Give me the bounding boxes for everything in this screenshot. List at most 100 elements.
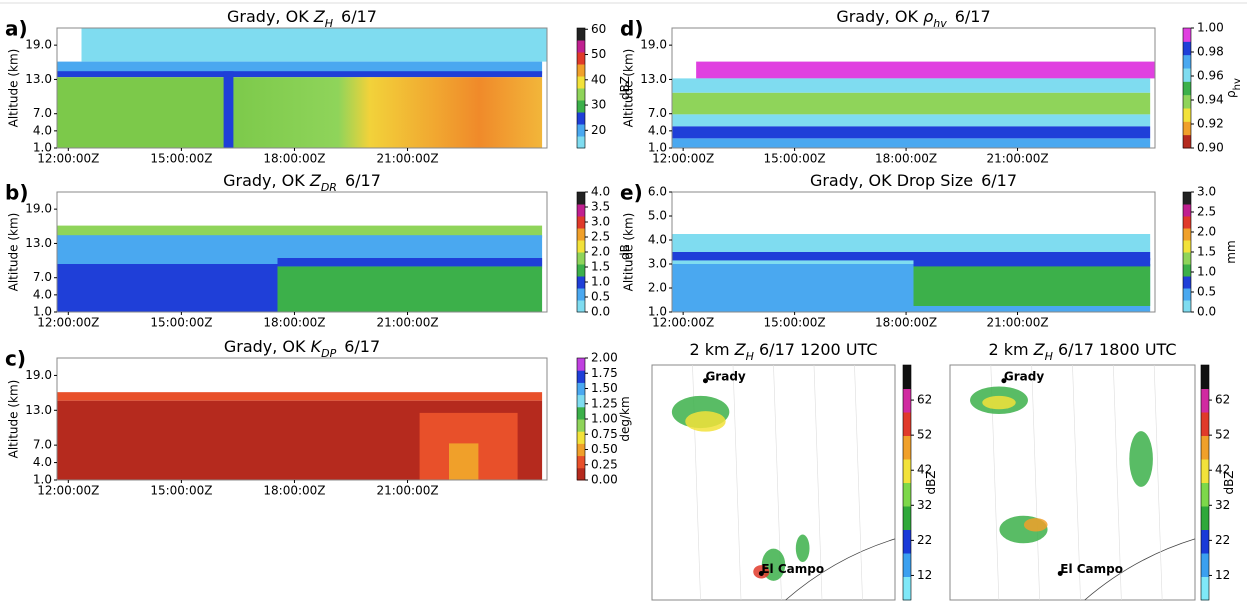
panel-letter: d)	[620, 17, 643, 41]
y-tick-label: 19.0	[25, 368, 52, 382]
x-tick-label: 15:00:00Z	[150, 152, 212, 166]
panel-title: Grady, OK ZDR 6/17	[223, 171, 381, 194]
colorbar-label-text: deg/km	[618, 396, 632, 441]
colorbar-segment	[1183, 240, 1191, 253]
radar-field	[57, 264, 278, 312]
colorbar-segment	[577, 192, 585, 205]
colorbar-label-text: mm	[1224, 240, 1238, 263]
gulf-coast	[1084, 538, 1196, 601]
colorbar-segment	[1183, 192, 1191, 205]
title-text: Grady, OK	[227, 7, 309, 26]
title-subscript: DP	[321, 347, 336, 360]
radar-field	[57, 392, 543, 401]
y-tick-label: 7.0	[33, 106, 52, 120]
y-tick-label: 4.0	[33, 287, 52, 301]
colorbar-segment	[577, 419, 585, 432]
city-marker	[1057, 570, 1063, 576]
colorbar-tick-label: 4.0	[591, 185, 610, 199]
title-date: 6/17	[344, 337, 380, 356]
colorbar-tick-label: 1.75	[591, 366, 618, 380]
radar-field	[57, 61, 543, 74]
city-marker	[758, 570, 764, 576]
colorbar-segment	[1183, 54, 1191, 69]
title-prefix: 2 km	[988, 340, 1028, 359]
y-tick-label: 4.0	[648, 123, 667, 137]
colorbar-segment	[1183, 81, 1191, 96]
title-subscript: H	[1045, 350, 1053, 363]
x-tick-label: 15:00:00Z	[150, 484, 212, 498]
radar-field	[672, 78, 1151, 93]
gulf-coast	[785, 538, 896, 601]
y-axis-label: Altitude (km)	[622, 213, 636, 292]
colorbar-segment	[1183, 121, 1191, 136]
colorbar-segment	[1183, 252, 1191, 265]
radar-field	[672, 126, 1151, 139]
colorbar-segment	[1183, 300, 1191, 313]
colorbar-tick-label: 1.25	[591, 396, 618, 410]
county-line	[854, 364, 863, 601]
colorbar-segment	[577, 358, 585, 371]
x-tick-label: 12:00:00Z	[37, 152, 99, 166]
y-tick-label: 6.0	[648, 185, 667, 199]
colorbar-tick-label: 3.0	[1197, 185, 1216, 199]
colorbar-segment	[577, 264, 585, 277]
colorbar-tick-label: 52	[1215, 428, 1230, 442]
colorbar-tick-label: 62	[917, 393, 932, 407]
colorbar-segment	[577, 406, 585, 420]
y-tick-label: 19.0	[640, 38, 667, 52]
y-axis-label: Altitude (km)	[7, 380, 21, 459]
title-variable: Z	[313, 7, 326, 26]
colorbar-segment	[903, 529, 911, 554]
y-tick-label: 13.0	[25, 72, 52, 86]
colorbar-tick-label: 1.5	[1197, 245, 1216, 259]
colorbar-segment	[577, 252, 585, 265]
title-suffix: 6/17 1800 UTC	[1058, 340, 1177, 359]
colorbar-segment	[1183, 28, 1191, 42]
title-variable: ρ	[923, 7, 933, 26]
x-tick-label: 15:00:00Z	[764, 152, 826, 166]
colorbar-tick-label: 2.00	[591, 351, 618, 365]
county-line	[732, 364, 742, 601]
colorbar-segment	[577, 240, 585, 253]
colorbar-segment	[903, 576, 911, 601]
colorbar-segment	[577, 467, 585, 481]
title-date: 6/17	[981, 171, 1017, 190]
colorbar-tick-label: 50	[591, 47, 606, 61]
colorbar-segment	[577, 28, 585, 41]
colorbar-tick-label: 40	[591, 72, 606, 86]
colorbar-tick-label: 0.5	[1197, 285, 1216, 299]
colorbar-segment	[577, 136, 585, 149]
y-tick-label: 13.0	[640, 72, 667, 86]
colorbar-tick-label: 1.00	[591, 412, 618, 426]
radar-field	[228, 77, 543, 148]
map-title: 2 km ZH 6/17 1200 UTC	[689, 340, 877, 363]
colorbar-tick-label: 32	[1215, 498, 1230, 512]
y-axis-label: Altitude (km)	[7, 213, 21, 292]
radar-field	[672, 114, 1151, 127]
colorbar-segment	[577, 52, 585, 65]
city-label: El Campo	[761, 562, 824, 576]
colorbar-tick-label: 0.0	[591, 305, 610, 319]
y-tick-label: 7.0	[33, 438, 52, 452]
colorbar-segment	[577, 382, 585, 396]
y-tick-label: 1.0	[648, 305, 667, 319]
colorbar-tick-label: 0.96	[1197, 69, 1224, 83]
colorbar-tick-label: 1.50	[591, 381, 618, 395]
colorbar-label: dBZ	[1222, 470, 1236, 494]
colorbar-segment	[577, 300, 585, 313]
colorbar-segment	[1201, 435, 1209, 460]
colorbar-segment	[903, 435, 911, 460]
colorbar-label-text: dB	[618, 244, 632, 260]
colorbar-segment	[577, 455, 585, 469]
colorbar-tick-label: 12	[1215, 568, 1230, 582]
colorbar-tick-label: 0.50	[591, 442, 618, 456]
x-tick-label: 12:00:00Z	[37, 484, 99, 498]
colorbar-segment	[1201, 412, 1209, 436]
y-tick-label: 1.0	[33, 305, 52, 319]
colorbar-segment	[577, 100, 585, 113]
colorbar-label-text: ρ	[1224, 90, 1238, 98]
colorbar-segment	[577, 204, 585, 217]
colorbar-tick-label: 60	[591, 22, 606, 36]
radar-field	[57, 71, 543, 78]
colorbar-segment	[577, 76, 585, 89]
